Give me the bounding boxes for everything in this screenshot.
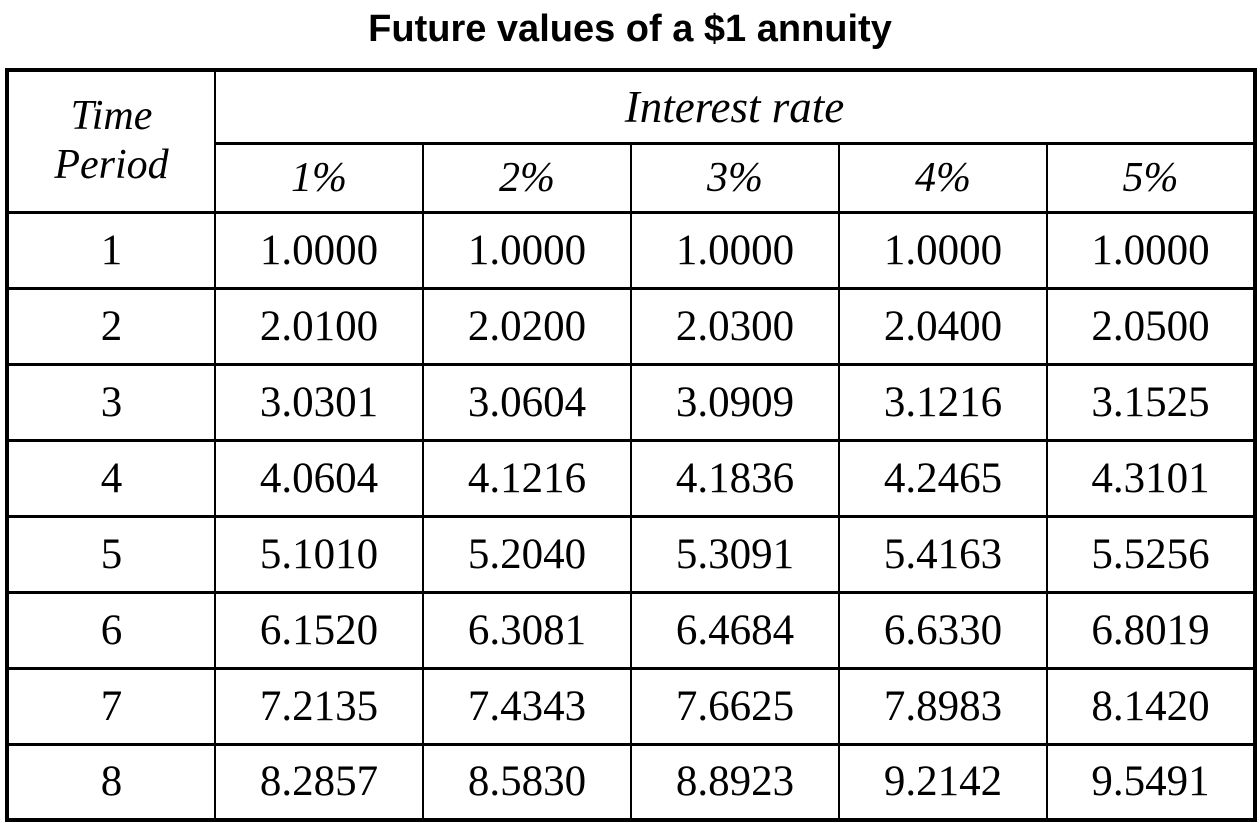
value-cell: 6.3081 xyxy=(422,590,632,670)
col-header-5pct: 5% xyxy=(1045,141,1257,214)
value-cell: 5.5256 xyxy=(1045,514,1257,594)
corner-header-time-period: Time Period xyxy=(6,68,216,214)
value-cell: 9.2142 xyxy=(838,742,1048,822)
header-row-rates: 1% 2% 3% 4% 5% xyxy=(7,141,1257,214)
value-cell: 3.0909 xyxy=(630,362,840,442)
header-row-group: Time Period Interest rate xyxy=(6,68,1257,214)
value-cell: 4.0604 xyxy=(214,438,424,518)
value-cell: 3.0301 xyxy=(214,362,424,442)
value-cell: 8.5830 xyxy=(422,742,632,822)
value-cell: 3.1525 xyxy=(1045,362,1257,442)
value-cell: 8.8923 xyxy=(630,742,840,822)
table-row: 5 5.1010 5.2040 5.3091 5.4163 5.5256 xyxy=(6,514,1257,594)
table-row: 3 3.0301 3.0604 3.0909 3.1216 3.1525 xyxy=(6,362,1257,442)
annuity-table: Time Period Interest rate 1% 2% 3% 4% 5%… xyxy=(5,68,1258,822)
value-cell: 3.0604 xyxy=(422,362,632,442)
table-row: 7 7.2135 7.4343 7.6625 7.8983 8.1420 xyxy=(6,666,1257,746)
value-cell: 6.4684 xyxy=(630,590,840,670)
value-cell: 7.2135 xyxy=(214,666,424,746)
period-cell: 3 xyxy=(6,362,216,442)
period-cell: 1 xyxy=(6,210,216,290)
period-cell: 6 xyxy=(6,590,216,670)
corner-header-line2: Period xyxy=(54,142,169,189)
table-row: 4 4.0604 4.1216 4.1836 4.2465 4.3101 xyxy=(6,438,1257,518)
value-cell: 2.0200 xyxy=(422,286,632,366)
value-cell: 5.1010 xyxy=(214,514,424,594)
value-cell: 8.1420 xyxy=(1045,666,1257,746)
value-cell: 4.1836 xyxy=(630,438,840,518)
group-header-interest-rate: Interest rate xyxy=(213,68,1257,145)
value-cell: 5.4163 xyxy=(838,514,1048,594)
period-cell: 7 xyxy=(6,666,216,746)
page-title: Future values of a $1 annuity xyxy=(368,8,892,50)
col-header-2pct: 2% xyxy=(422,141,632,214)
table-row: 1 1.0000 1.0000 1.0000 1.0000 1.0000 xyxy=(6,210,1257,290)
value-cell: 2.0300 xyxy=(630,286,840,366)
value-cell: 3.1216 xyxy=(838,362,1048,442)
value-cell: 2.0500 xyxy=(1045,286,1257,366)
value-cell: 5.3091 xyxy=(630,514,840,594)
value-cell: 4.2465 xyxy=(838,438,1048,518)
value-cell: 7.6625 xyxy=(630,666,840,746)
value-cell: 1.0000 xyxy=(214,210,424,290)
period-cell: 5 xyxy=(6,514,216,594)
table-row: 8 8.2857 8.5830 8.8923 9.2142 9.5491 xyxy=(6,742,1257,822)
value-cell: 1.0000 xyxy=(838,210,1048,290)
value-cell: 1.0000 xyxy=(1045,210,1257,290)
table-row: 6 6.1520 6.3081 6.4684 6.6330 6.8019 xyxy=(6,590,1257,670)
value-cell: 1.0000 xyxy=(422,210,632,290)
value-cell: 2.0400 xyxy=(838,286,1048,366)
value-cell: 4.3101 xyxy=(1045,438,1257,518)
corner-header-line1: Time xyxy=(70,92,153,139)
value-cell: 6.8019 xyxy=(1045,590,1257,670)
col-header-3pct: 3% xyxy=(630,141,840,214)
period-cell: 2 xyxy=(6,286,216,366)
value-cell: 7.8983 xyxy=(838,666,1048,746)
value-cell: 2.0100 xyxy=(214,286,424,366)
value-cell: 6.1520 xyxy=(214,590,424,670)
period-cell: 4 xyxy=(6,438,216,518)
value-cell: 5.2040 xyxy=(422,514,632,594)
value-cell: 1.0000 xyxy=(630,210,840,290)
table-row: 2 2.0100 2.0200 2.0300 2.0400 2.0500 xyxy=(6,286,1257,366)
value-cell: 8.2857 xyxy=(214,742,424,822)
col-header-1pct: 1% xyxy=(214,141,424,214)
col-header-4pct: 4% xyxy=(838,141,1048,214)
period-cell: 8 xyxy=(6,742,216,822)
value-cell: 4.1216 xyxy=(422,438,632,518)
value-cell: 6.6330 xyxy=(838,590,1048,670)
value-cell: 9.5491 xyxy=(1045,742,1257,822)
value-cell: 7.4343 xyxy=(422,666,632,746)
